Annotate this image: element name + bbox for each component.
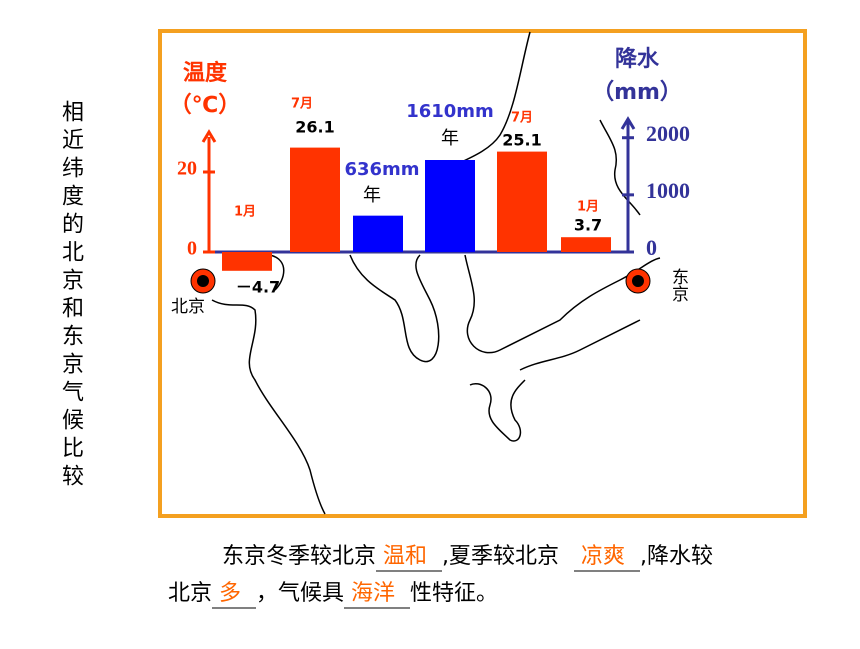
- value-label: 1610mm: [406, 101, 494, 122]
- value-label: 26.1: [295, 118, 334, 137]
- coastline: [211, 31, 661, 515]
- y-axis-arrow: [201, 129, 217, 143]
- y-axis-label: 温度: [183, 60, 228, 86]
- bar: [425, 160, 475, 252]
- frame: [158, 29, 807, 518]
- bar: [222, 252, 272, 271]
- bar: [561, 237, 611, 252]
- value-label: －4.7: [236, 278, 280, 297]
- chart: 温度 （℃） 降水 （mm） 0 20 0 1000 2000 1月 －4.7 7月 26.1 年 636m…: [170, 47, 690, 317]
- y2-tick-label: 1000: [646, 178, 690, 203]
- category-label: 7月: [511, 111, 533, 126]
- answer: 温和: [383, 544, 427, 569]
- sentence-text: ,夏季较北京: [442, 544, 559, 569]
- y2-tick-label: 0: [646, 235, 657, 260]
- y-axis-label: （℃）: [170, 93, 241, 118]
- answer: 多: [219, 581, 241, 606]
- city-label: 北京: [171, 297, 205, 317]
- y2-axis-label: 降水: [615, 47, 660, 72]
- side-title-text: 相近纬度的北京和东京气候比较: [58, 100, 84, 492]
- bar: [353, 215, 403, 252]
- sentence-text: 北京: [168, 581, 212, 606]
- bar: [497, 151, 547, 252]
- category-label: 7月: [291, 97, 313, 112]
- y2-axis-label: （mm）: [592, 80, 682, 105]
- value-label: 636mm: [344, 159, 419, 180]
- y2-tick-label: 2000: [646, 121, 690, 146]
- answer: 海洋: [351, 581, 395, 606]
- category-label: 年: [363, 185, 381, 206]
- city-label: 东京: [668, 268, 689, 303]
- y-tick-label: 0: [187, 238, 197, 260]
- city-dot: [632, 275, 644, 287]
- value-label: 25.1: [502, 131, 541, 150]
- y2-axis-arrow: [620, 116, 636, 130]
- answer: 凉爽: [581, 544, 625, 569]
- sentence-text: 性特征。: [410, 581, 498, 606]
- y-tick-label: 20: [177, 158, 197, 180]
- sentence-text: ,降水较: [640, 544, 713, 569]
- city-dot: [197, 275, 209, 287]
- value-label: 3.7: [574, 216, 602, 235]
- category-label: 1月: [234, 205, 256, 220]
- category-label: 1月: [577, 200, 599, 215]
- sentence: 东京冬季较北京 温和 ,夏季较北京 凉爽 ,降水较北京多 ，气候具 海洋 性特征。: [168, 544, 713, 609]
- bar: [290, 147, 340, 252]
- side-title: 相近纬度的北京和东京气候比较: [58, 100, 84, 492]
- sentence-text: ，气候具: [256, 581, 344, 606]
- sentence-text: 东京冬季较北京: [222, 544, 376, 569]
- category-label: 年: [441, 128, 459, 149]
